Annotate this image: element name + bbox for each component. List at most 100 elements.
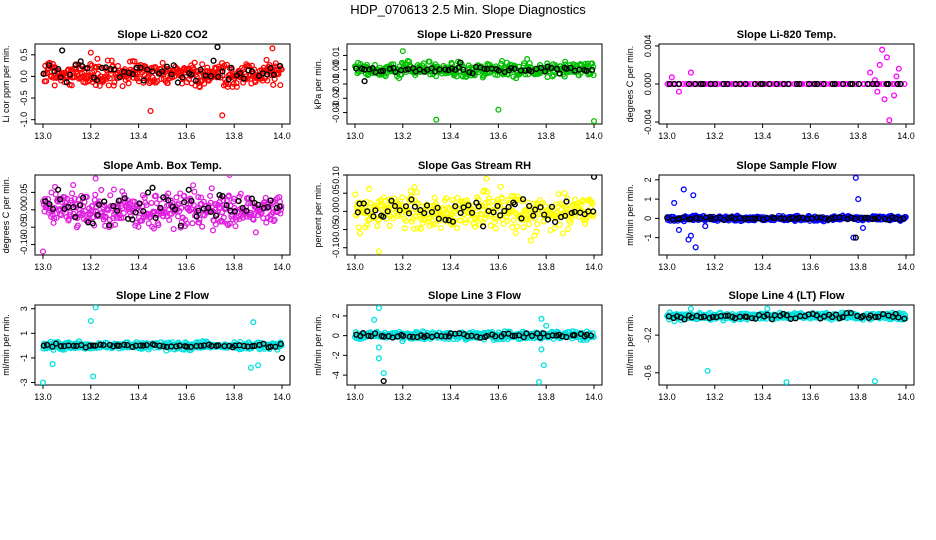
point-slope-outlier — [433, 116, 440, 123]
x-tick-label: 13.2 — [706, 131, 724, 141]
point-slope — [426, 222, 433, 229]
point-slope-outlier — [49, 361, 56, 368]
point-selected — [72, 61, 79, 69]
point-selected — [52, 340, 60, 347]
point-selected — [416, 66, 423, 73]
panel-2: Slope Li-820 Pressure kPa per min. 13.0 13.… — [313, 29, 603, 141]
point-slope — [353, 212, 360, 219]
point-slope-outlier — [375, 344, 382, 351]
point-selected — [436, 66, 443, 73]
point-slope — [101, 214, 108, 221]
y-tick-label: 0 — [643, 216, 653, 221]
point-selected — [365, 332, 372, 339]
x-tick-label: 13.8 — [537, 392, 555, 402]
point-slope — [582, 220, 589, 227]
point-selected — [771, 215, 778, 222]
point-selected — [749, 215, 756, 222]
point-slope-outlier — [399, 48, 406, 55]
y-tick-label: 3 — [19, 306, 29, 311]
point-slope — [96, 82, 103, 89]
point-selected — [197, 66, 204, 73]
y-tick-label: 0.0 — [19, 70, 29, 83]
point-slope — [513, 223, 521, 230]
point-slope — [493, 215, 500, 222]
point-selected — [192, 77, 200, 84]
point-slope-outlier — [879, 46, 886, 53]
point-slope — [533, 228, 540, 235]
point-slope — [485, 195, 493, 202]
point-slope — [410, 225, 418, 232]
point-slope-outlier — [39, 379, 47, 385]
y-tick-label: -1 — [19, 354, 29, 362]
point-selected — [197, 342, 204, 350]
point-selected — [680, 214, 687, 221]
point-slope — [98, 186, 105, 194]
point-slope — [486, 204, 493, 211]
point-slope — [510, 217, 517, 224]
point-selected — [55, 65, 62, 73]
point-selected — [205, 204, 212, 211]
point-selected — [434, 204, 441, 211]
point-selected — [63, 79, 70, 86]
point-selected — [215, 342, 222, 349]
point-selected — [411, 203, 419, 210]
point-slope — [143, 202, 150, 209]
figure-title: HDP_070613 2.5 Min. Slope Diagnostics — [350, 2, 586, 17]
point-selected — [107, 66, 114, 73]
point-slope — [454, 194, 461, 201]
point-selected — [587, 332, 595, 339]
y-axis-label: degrees C per min. — [625, 46, 635, 123]
point-selected — [56, 196, 64, 203]
point-slope — [524, 199, 531, 206]
x-tick-label: 13.0 — [346, 131, 364, 141]
point-selected — [522, 67, 529, 74]
point-selected — [764, 311, 771, 318]
y-tick-label: -2 — [331, 351, 341, 359]
point-slope — [901, 80, 908, 88]
point-selected — [537, 64, 545, 72]
point-selected — [457, 209, 464, 217]
point-slope — [196, 219, 203, 226]
point-selected — [417, 207, 424, 214]
point-slope — [564, 195, 571, 202]
point-selected — [523, 330, 530, 337]
point-slope — [373, 205, 380, 213]
point-selected — [46, 200, 53, 208]
point-slope — [120, 209, 127, 217]
point-selected — [106, 341, 114, 349]
panel-5: Slope Gas Stream RH percent per min. 13.0 1… — [313, 160, 603, 272]
x-tick-label: 14.0 — [273, 262, 291, 272]
point-slope — [412, 197, 419, 204]
point-slope — [563, 206, 570, 213]
point-slope — [374, 223, 381, 230]
plot-frame — [346, 304, 603, 386]
point-slope — [262, 194, 269, 201]
point-slope — [471, 223, 479, 230]
point-selected — [696, 215, 704, 222]
x-tick-label: 13.4 — [130, 131, 148, 141]
point-slope — [181, 65, 188, 72]
point-slope — [124, 200, 131, 207]
point-slope — [474, 215, 481, 222]
point-selected — [764, 214, 771, 222]
points — [351, 305, 597, 385]
point-selected — [428, 208, 436, 216]
point-selected — [507, 64, 515, 72]
y-tick-label: -0.2 — [643, 327, 653, 343]
point-slope — [364, 222, 371, 229]
point-slope — [564, 226, 572, 233]
point-slope — [427, 202, 434, 210]
point-selected — [174, 79, 181, 86]
point-selected — [423, 202, 431, 209]
point-slope — [132, 222, 139, 229]
y-axis-label: percent per min. — [313, 182, 323, 247]
point-selected — [231, 208, 238, 215]
point-slope — [74, 222, 81, 229]
point-selected — [380, 213, 387, 220]
point-selected — [518, 215, 525, 222]
point-slope-outlier — [881, 96, 888, 103]
point-slope — [386, 222, 393, 229]
x-tick-label: 13.6 — [802, 131, 820, 141]
point-slope — [108, 57, 115, 64]
point-slope-outlier — [883, 54, 890, 61]
